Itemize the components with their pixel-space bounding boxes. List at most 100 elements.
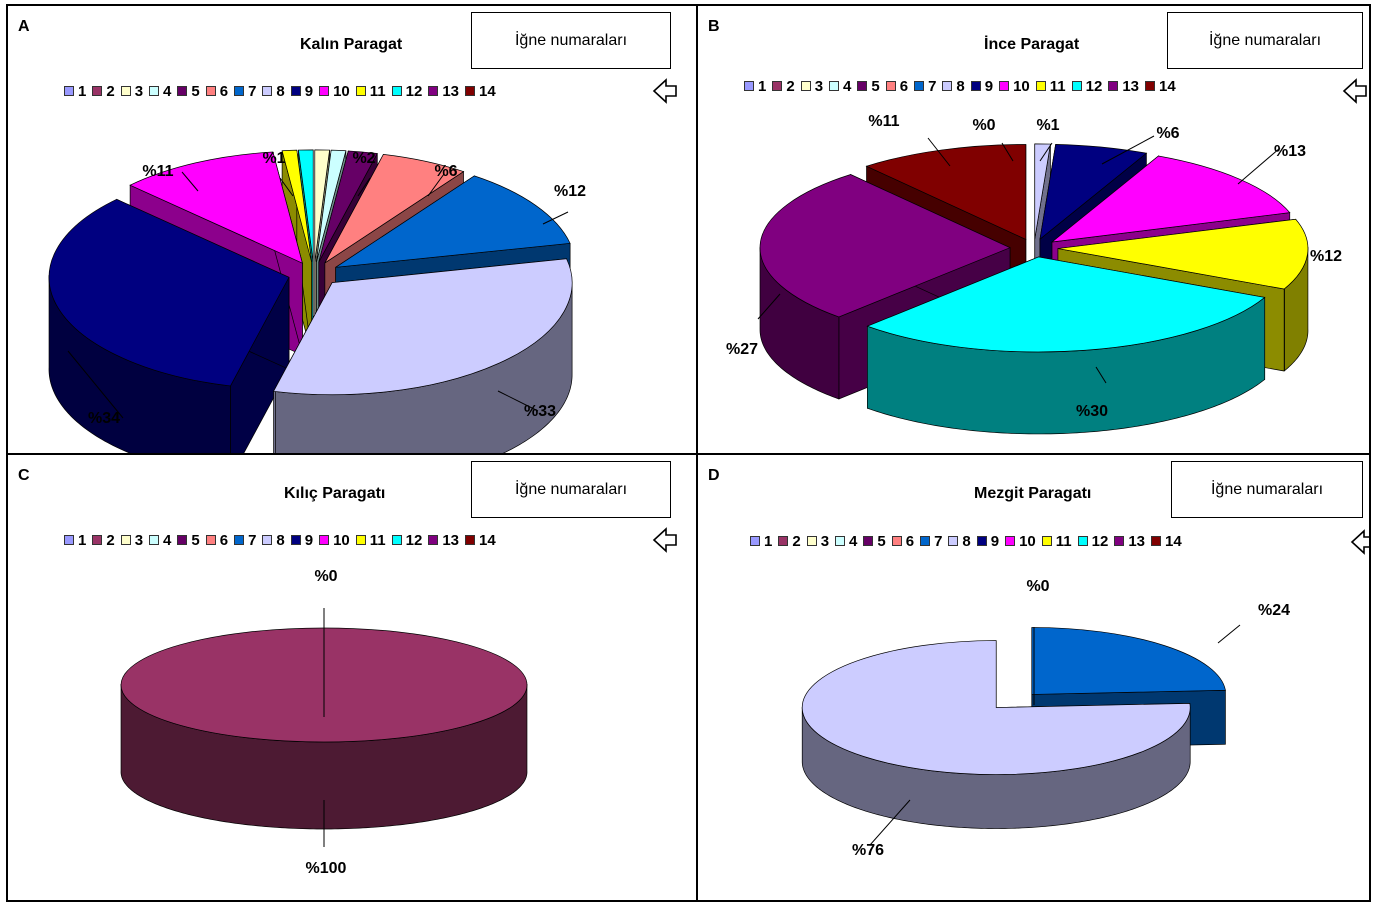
legend-swatch — [149, 86, 160, 96]
legend-swatch — [64, 535, 74, 545]
legend-label: 12 — [1085, 77, 1103, 95]
legend-item: 8 — [942, 77, 965, 95]
legend-label: 7 — [248, 531, 257, 549]
slice-top — [281, 149, 312, 263]
legend-swatch — [205, 535, 216, 545]
legend-swatch — [177, 535, 188, 545]
pie-chart: %11 %0 %1 %6 %13 %12 %27 %30 — [726, 113, 1342, 435]
slice-top — [335, 175, 571, 268]
legend-item: 1 — [750, 533, 772, 550]
legend-label: 8 — [956, 77, 965, 95]
legend: 1 2 3 4 5 6 7 8 9 10 11 12 13 14 — [744, 76, 1182, 96]
legend-swatch — [942, 81, 953, 91]
slice-top — [48, 198, 290, 387]
slice-top — [801, 640, 1191, 775]
legend-swatch — [744, 81, 754, 91]
chart-title: Mezgit Paragatı — [974, 485, 1092, 502]
legend-swatch — [1071, 81, 1082, 91]
legend-label: 13 — [1128, 532, 1146, 550]
legend-swatch — [428, 535, 439, 545]
pie-slice-8 — [273, 258, 573, 453]
legend-item: 2 — [778, 533, 801, 550]
legend-label: 10 — [333, 531, 350, 549]
legend-label: 13 — [442, 82, 460, 100]
legend-label: 8 — [962, 532, 971, 550]
legend-swatch — [465, 86, 476, 96]
return-arrow-icon — [1350, 529, 1369, 555]
legend-swatch — [319, 535, 330, 545]
legend-item: 11 — [1035, 78, 1066, 95]
pie-slices — [801, 627, 1226, 829]
data-labels: %11 %0 %1 %6 %13 %12 %27 %30 — [726, 113, 1342, 420]
legend-swatch — [355, 86, 366, 96]
legend-label: 14 — [1165, 532, 1182, 550]
legend-swatch — [778, 536, 789, 546]
slice-top — [318, 150, 378, 263]
legend-item: 12 — [1071, 77, 1103, 95]
legend-label: 9 — [304, 531, 314, 549]
legend-label: 2 — [106, 82, 115, 100]
legend-item: 9 — [976, 533, 999, 550]
legend-swatch — [120, 86, 131, 96]
legend-label: 3 — [134, 82, 144, 100]
legend-swatch — [1145, 81, 1156, 91]
legend-item: 12 — [391, 82, 423, 100]
legend-swatch — [391, 535, 402, 545]
legend-label: 9 — [984, 77, 994, 95]
legend-swatch — [948, 536, 959, 546]
pie-chart: %0 %100 — [120, 568, 528, 877]
legend-label: 6 — [899, 77, 909, 95]
return-arrow-icon — [652, 78, 677, 104]
legend-swatch — [1041, 536, 1052, 546]
leader-line — [1095, 366, 1107, 384]
leader-line — [1237, 147, 1281, 185]
slice-top — [324, 153, 465, 264]
slice-top — [1039, 143, 1148, 241]
legend-item: 2 — [92, 532, 115, 549]
legend-title-box: İğne numaraları — [1171, 461, 1363, 518]
legend-label: 8 — [276, 531, 285, 549]
legend-item: 5 — [177, 83, 200, 100]
slice-top — [129, 151, 303, 264]
legend-label: 10 — [333, 82, 350, 100]
pie-chart: %0 %24 %76 — [801, 578, 1290, 859]
legend-swatch — [885, 81, 896, 91]
legend-swatch — [120, 535, 131, 545]
legend-swatch — [976, 536, 987, 546]
legend-label: 10 — [1019, 532, 1036, 550]
legend-item: 12 — [391, 532, 422, 549]
legend-swatch — [914, 81, 925, 91]
legend-swatch — [920, 536, 931, 546]
slice-top — [273, 258, 573, 396]
legend-swatch — [234, 535, 245, 545]
legend-item: 9 — [290, 531, 314, 549]
legend-label: 13 — [1122, 77, 1140, 95]
legend-label: 5 — [191, 531, 200, 549]
data-label: %11 — [868, 113, 899, 130]
data-label: %6 — [1156, 125, 1179, 142]
leader-line — [427, 173, 445, 197]
legend-swatch — [863, 536, 874, 546]
legend-item: 14 — [1151, 533, 1182, 550]
leader-line — [757, 293, 781, 320]
legend-item: 14 — [1145, 78, 1176, 95]
legend: 1 2 3 4 5 6 7 8 9 10 11 12 13 14 — [64, 530, 502, 550]
legend-item: 4 — [835, 533, 857, 550]
legend-swatch — [262, 535, 273, 545]
legend-swatch — [234, 86, 245, 96]
legend-label: 8 — [276, 82, 285, 100]
data-label: %24 — [1258, 602, 1290, 619]
data-labels: %0 %24 %76 — [852, 578, 1290, 859]
legend-label: 12 — [405, 82, 423, 100]
legend-swatch — [1108, 81, 1119, 91]
panel-letter: A — [18, 18, 30, 35]
legend: 1 2 3 4 5 6 7 8 9 10 11 12 13 14 — [750, 531, 1188, 551]
legend-item: 6 — [891, 533, 914, 550]
legend-swatch — [428, 86, 439, 96]
legend-item: 7 — [234, 532, 256, 549]
legend-item: 11 — [1041, 533, 1072, 550]
legend-swatch — [391, 86, 402, 96]
